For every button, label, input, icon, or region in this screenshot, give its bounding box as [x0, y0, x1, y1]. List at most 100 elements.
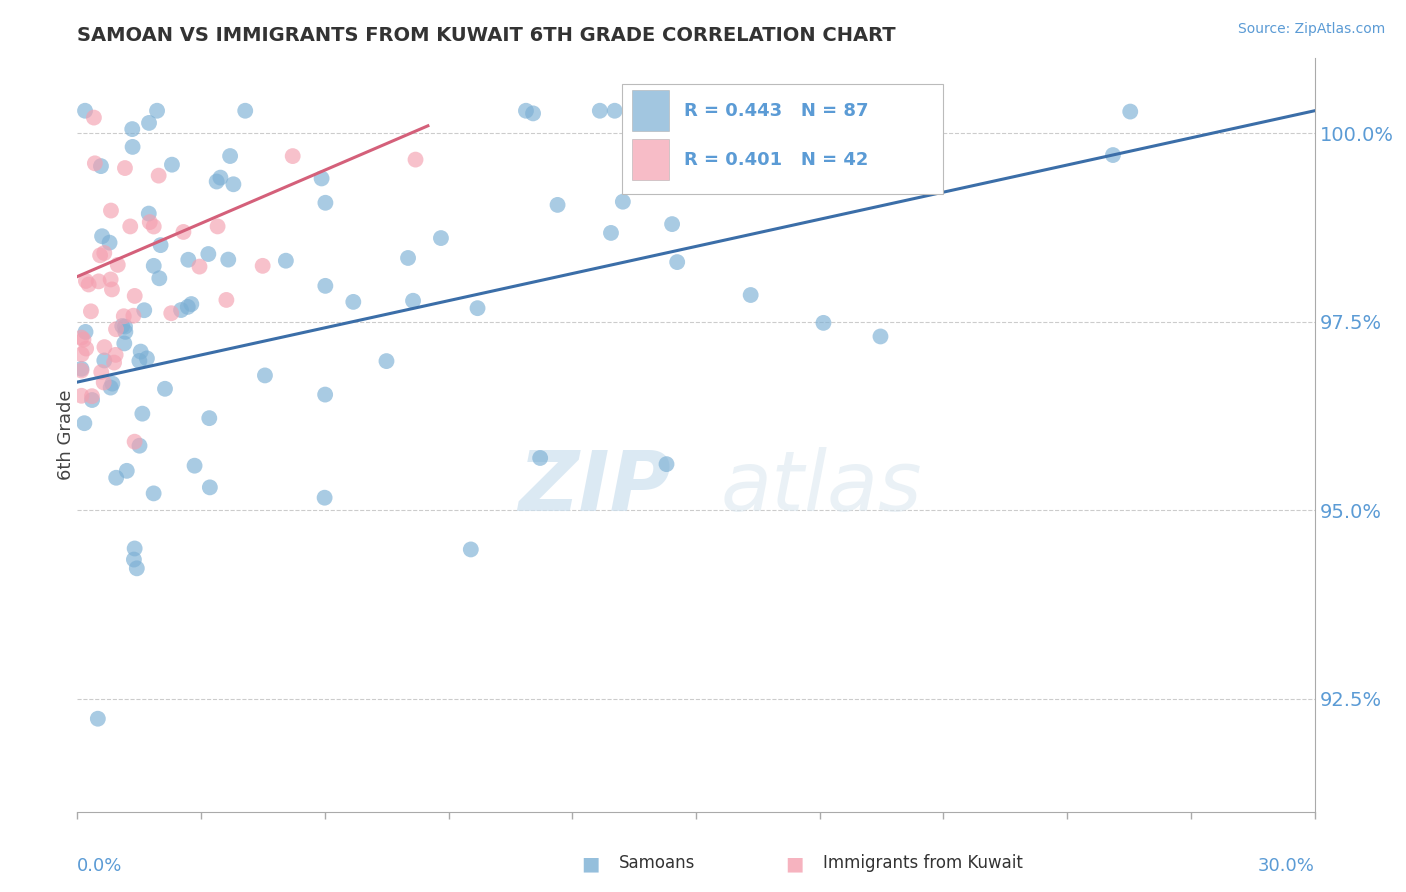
Point: [375, 354, 398, 368]
Point: [314, 387, 336, 401]
Point: [91, 229, 114, 244]
Point: [83, 111, 105, 125]
Point: [107, 258, 129, 272]
Point: [75, 325, 97, 339]
Point: [73, 416, 96, 430]
Point: [172, 225, 194, 239]
Point: [720, 105, 742, 120]
Point: [80, 304, 103, 318]
Point: [103, 355, 125, 369]
Point: [125, 561, 148, 575]
Text: R = 0.401   N = 42: R = 0.401 N = 42: [683, 151, 868, 169]
Point: [114, 161, 136, 175]
Point: [80, 392, 103, 407]
Point: [70, 347, 93, 361]
Point: [311, 171, 333, 186]
Text: Immigrants from Kuwait: Immigrants from Kuwait: [823, 855, 1022, 872]
Point: [183, 458, 205, 473]
Point: [87, 274, 110, 288]
Point: [1102, 148, 1125, 162]
Text: atlas: atlas: [721, 447, 922, 528]
Point: [93, 340, 115, 354]
Point: [101, 282, 124, 296]
Point: [77, 277, 100, 292]
Point: [134, 303, 156, 318]
Point: [131, 407, 153, 421]
Point: [114, 325, 136, 339]
Point: [104, 348, 127, 362]
Point: [314, 195, 336, 210]
Point: [105, 471, 128, 485]
FancyBboxPatch shape: [631, 90, 669, 131]
Point: [839, 178, 862, 192]
Point: [135, 351, 157, 366]
Point: [612, 194, 634, 209]
Point: [219, 149, 242, 163]
Point: [87, 712, 110, 726]
Point: [148, 271, 170, 285]
Point: [153, 382, 176, 396]
Point: [72, 333, 94, 347]
Point: [215, 293, 238, 307]
FancyBboxPatch shape: [621, 85, 943, 194]
Point: [281, 149, 304, 163]
Point: [128, 439, 150, 453]
Point: [529, 450, 551, 465]
Point: [121, 140, 143, 154]
Point: [467, 301, 489, 315]
Text: Samoans: Samoans: [619, 855, 695, 872]
Point: [600, 226, 623, 240]
Point: [522, 106, 544, 120]
Point: [124, 541, 146, 556]
Point: [124, 434, 146, 449]
Point: [139, 215, 162, 229]
Point: [197, 247, 219, 261]
Text: SAMOAN VS IMMIGRANTS FROM KUWAIT 6TH GRADE CORRELATION CHART: SAMOAN VS IMMIGRANTS FROM KUWAIT 6TH GRA…: [77, 26, 896, 45]
Point: [849, 108, 872, 122]
Point: [83, 156, 105, 170]
Point: [603, 103, 626, 118]
Point: [314, 491, 336, 505]
Point: [170, 303, 193, 318]
Point: [75, 274, 97, 288]
Point: [129, 344, 152, 359]
Point: [188, 260, 211, 274]
Point: [142, 486, 165, 500]
Point: [405, 153, 427, 167]
Point: [515, 103, 537, 118]
Text: ZIP: ZIP: [519, 447, 671, 528]
Point: [93, 376, 115, 390]
Point: [661, 217, 683, 231]
Point: [122, 309, 145, 323]
Point: [149, 238, 172, 252]
Point: [180, 297, 202, 311]
Point: [160, 158, 183, 172]
Point: [100, 203, 122, 218]
Point: [396, 251, 419, 265]
Text: 0.0%: 0.0%: [77, 857, 122, 875]
Text: R = 0.443   N = 87: R = 0.443 N = 87: [683, 102, 868, 120]
Point: [115, 464, 138, 478]
Point: [101, 376, 124, 391]
Point: [813, 316, 835, 330]
Point: [160, 306, 183, 320]
Point: [430, 231, 453, 245]
Point: [112, 336, 135, 351]
Point: [233, 103, 256, 118]
Point: [120, 219, 142, 234]
Point: [111, 318, 134, 333]
Point: [142, 219, 165, 234]
Point: [253, 368, 276, 383]
Point: [209, 170, 232, 185]
Point: [75, 342, 97, 356]
Point: [314, 278, 336, 293]
Point: [70, 363, 93, 377]
Point: [124, 289, 146, 303]
Point: [121, 122, 143, 136]
Point: [146, 103, 169, 118]
Point: [114, 319, 136, 334]
Point: [274, 253, 297, 268]
Point: [740, 288, 762, 302]
Point: [198, 480, 221, 494]
Point: [898, 140, 921, 154]
